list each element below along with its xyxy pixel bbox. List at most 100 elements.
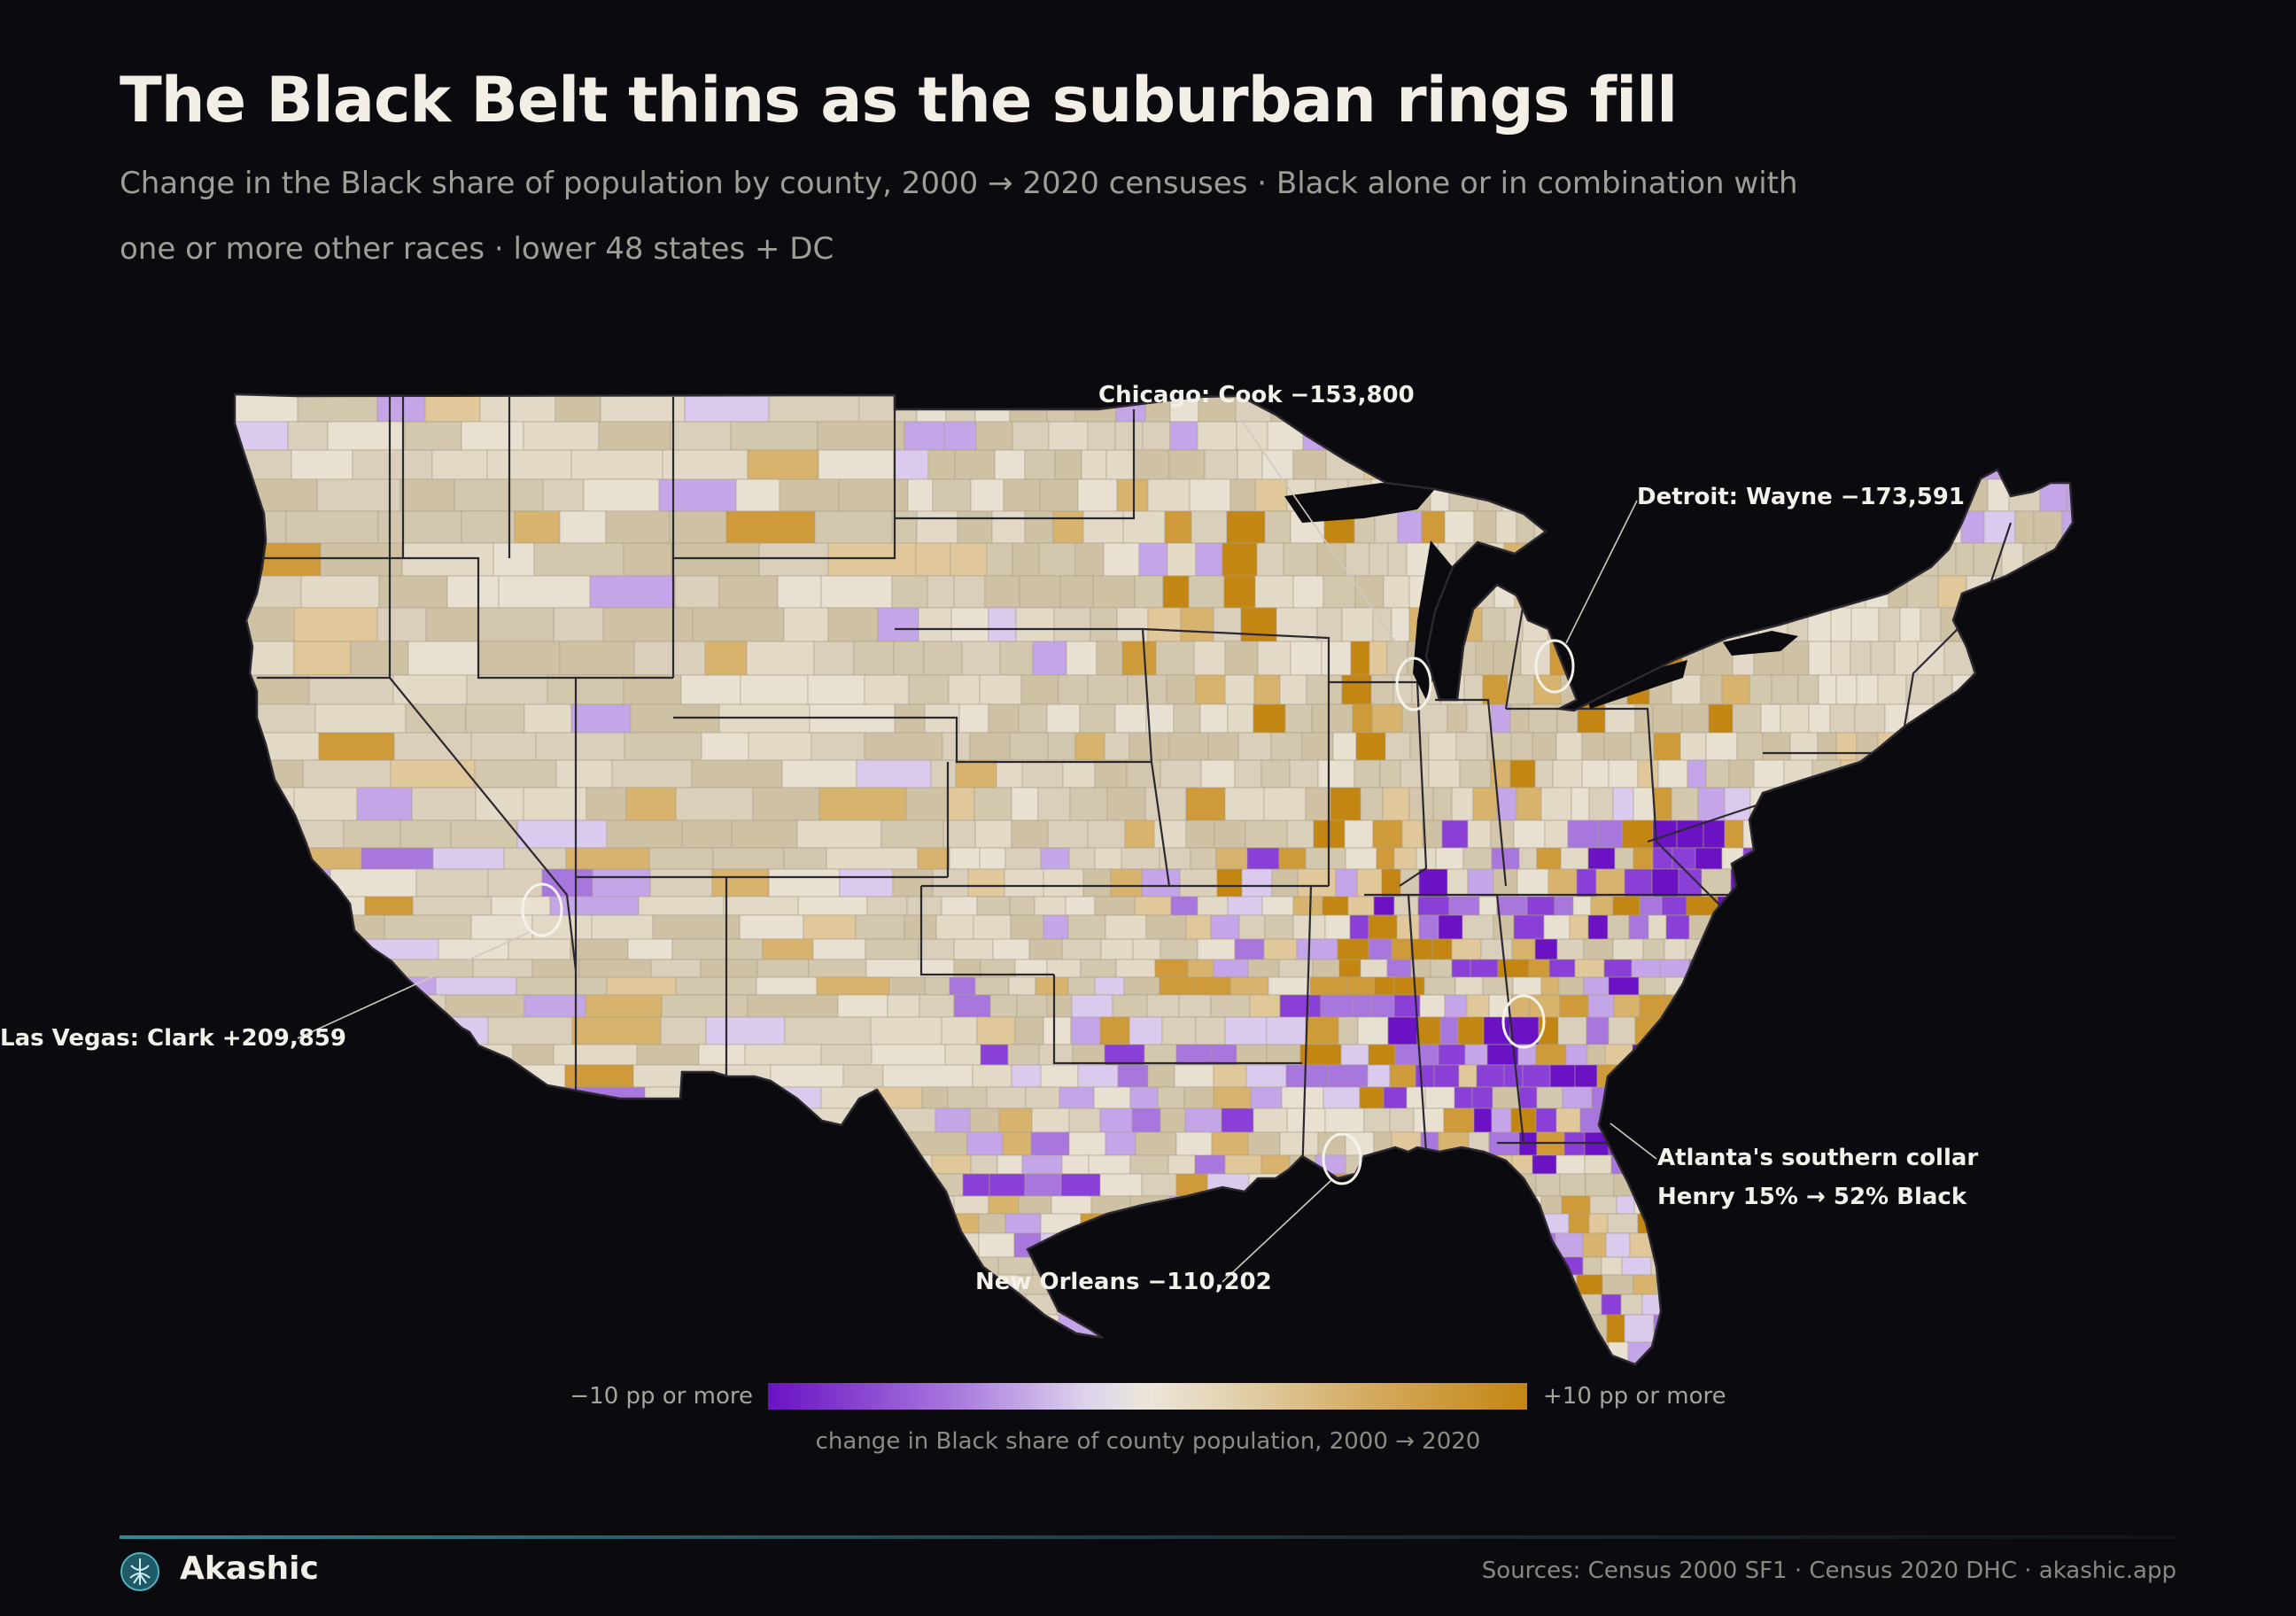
county-cell [865,938,919,960]
county-cell [1955,542,1974,577]
county-cell [1634,1016,1661,1045]
county-cell [1206,1314,1238,1343]
county-cell [1278,1173,1317,1197]
county-cell [887,994,920,1018]
county-cell [652,914,741,940]
county-cell [1467,820,1492,849]
county-cell [461,421,524,451]
county-cell [1313,1341,1346,1364]
county-cell [871,1044,946,1066]
county-cell [1257,641,1292,676]
county-cell [1345,847,1377,870]
county-cell [1070,1016,1101,1045]
county-cell [698,1044,746,1066]
county-cell [1897,959,1923,978]
county-cell [593,1274,648,1295]
county-cell [1710,1232,1741,1258]
county-cell [1385,449,1408,480]
county-cell [761,1341,820,1364]
county-cell [1827,542,1851,577]
county-cell [1421,510,1446,544]
county-cell [454,1195,529,1215]
county-cell [762,938,814,960]
county-cell [905,787,949,821]
county-cell [1945,914,1973,940]
county-cell [323,1274,412,1295]
county-cell [1345,542,1370,577]
county-cell [1147,478,1191,512]
county-cell [1711,914,1734,940]
county-cell [1309,1213,1336,1234]
county-cell [1260,759,1291,789]
county-cell [235,914,303,940]
county-cell [1897,759,1917,789]
county-cell [1067,976,1096,996]
county-cell [1440,1232,1460,1258]
county-cell [1881,847,1902,870]
county-cell [1867,1086,1894,1109]
county-cell [1844,1314,1872,1343]
county-cell [1167,542,1197,577]
county-cell [882,1064,973,1088]
county-cell [638,896,725,916]
county-cell [1379,759,1401,789]
county-cell [1842,1086,1869,1109]
county-cell [508,938,571,960]
county-cell [1777,1107,1803,1133]
county-cell [1032,641,1067,676]
county-cell [1160,938,1198,960]
county-cell [1877,674,1907,705]
county-cell [837,994,888,1018]
county-cell [1843,1369,1864,1390]
county-cell [669,510,727,544]
county-cell [1971,914,1995,940]
county-cell [555,759,613,789]
county-cell [1386,641,1408,676]
county-cell [1213,959,1249,978]
county-cell [1781,1341,1809,1364]
state-border [673,397,896,560]
county-cell [1707,1086,1734,1109]
county-cell [1500,394,1528,423]
county-cell [999,641,1034,676]
county-cell [633,641,706,676]
county-cell [624,732,702,761]
county-cell [818,1341,896,1364]
county-cell [1960,1086,1990,1109]
county-cell [1247,959,1280,978]
county-cell [1261,896,1294,916]
county-cell [1576,1274,1603,1295]
county-cell [1532,1256,1563,1276]
county-cell [1958,1107,1983,1133]
county-cell [585,994,663,1018]
county-cell [1351,1274,1375,1295]
county-cell [663,1154,719,1175]
county-cell [2022,1131,2053,1156]
county-cell [783,607,829,642]
county-cell [881,1173,964,1197]
county-cell [1021,759,1064,789]
county-cell [1842,1294,1873,1316]
county-cell [1361,1294,1383,1316]
county-cell [1535,1173,1561,1197]
county-cell [764,1274,809,1295]
county-cell [1009,732,1049,761]
annotation-las-vegas: Las Vegas: Clark +209,859 [0,1025,346,1052]
county-cell [1749,1016,1774,1045]
county-cell [602,607,694,642]
county-cell [1096,641,1123,676]
county-cell [845,1232,929,1258]
county-cell [401,1256,445,1276]
county-cell [1454,1086,1473,1109]
county-cell [1387,542,1408,577]
county-cell [837,1173,883,1197]
county-cell [1664,938,1687,960]
county-cell [1287,1341,1315,1364]
county-cell [1613,994,1641,1018]
county-cell [1427,394,1452,423]
county-cell [1323,575,1356,609]
county-cell [1606,575,1636,609]
county-cell [1476,1064,1505,1088]
county-cell [1638,976,1666,996]
